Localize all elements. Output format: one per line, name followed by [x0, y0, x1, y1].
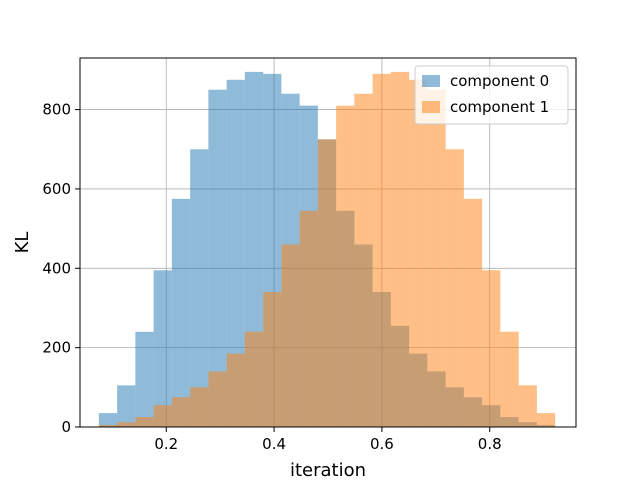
histogram-bar	[98, 413, 118, 427]
histogram-bar	[263, 292, 282, 427]
histogram-bar	[518, 385, 537, 427]
y-axis-label: KL	[12, 232, 33, 254]
histogram-bar	[190, 387, 209, 427]
histogram-bar	[500, 331, 519, 427]
histogram-bar	[372, 73, 391, 427]
y-axis-ticks: 0 200 400 600 800	[42, 101, 80, 436]
plot-frame	[79, 57, 577, 428]
histogram-bar	[171, 397, 191, 427]
histogram-bar	[463, 198, 483, 427]
x-tick-label: 0.4	[262, 435, 286, 453]
histogram-bar	[317, 139, 337, 427]
histogram-bar	[281, 244, 300, 427]
y-tick-label: 400	[42, 259, 71, 277]
histogram-bar	[536, 413, 556, 427]
x-tick-label: 0.6	[370, 435, 394, 453]
histogram-bar	[208, 371, 227, 427]
histogram-bar	[98, 425, 118, 427]
histogram-bar	[299, 210, 318, 427]
histogram-bar	[427, 89, 446, 427]
x-axis-ticks: 0.2 0.4 0.6 0.8	[154, 427, 502, 453]
y-tick-label: 200	[42, 339, 71, 357]
legend-swatch	[422, 101, 440, 113]
histogram-bar	[482, 270, 501, 427]
x-tick-label: 0.2	[154, 435, 178, 453]
legend-swatch	[422, 75, 440, 87]
x-tick-label: 0.8	[478, 435, 502, 453]
histogram-bar	[336, 105, 355, 427]
histogram-bar	[117, 422, 136, 427]
histogram-bar	[135, 417, 154, 427]
histogram-bar	[354, 93, 373, 427]
y-tick-label: 800	[42, 101, 71, 119]
histogram-bar	[244, 331, 264, 427]
legend-box	[414, 65, 569, 125]
histogram-bar	[117, 385, 136, 427]
legend-label: component 1	[450, 98, 549, 116]
histogram-bar	[226, 79, 245, 428]
histogram-bar	[226, 353, 245, 427]
histogram-bar	[409, 79, 428, 428]
y-tick-label: 0	[61, 418, 71, 436]
legend: component 0 component 1	[414, 65, 569, 125]
x-axis-label: iteration	[290, 460, 366, 480]
histogram-bar	[135, 331, 154, 427]
histogram-bar	[171, 198, 191, 427]
y-tick-label: 600	[42, 180, 71, 198]
legend-label: component 0	[450, 72, 549, 90]
histogram-bar	[445, 149, 464, 428]
histogram-bar	[153, 270, 172, 427]
histogram-bar	[153, 405, 172, 427]
series-1	[98, 71, 556, 428]
histogram-bar	[190, 149, 209, 428]
histogram-bar	[208, 89, 227, 427]
histogram-bar	[390, 71, 410, 428]
histogram-bars	[98, 71, 556, 428]
